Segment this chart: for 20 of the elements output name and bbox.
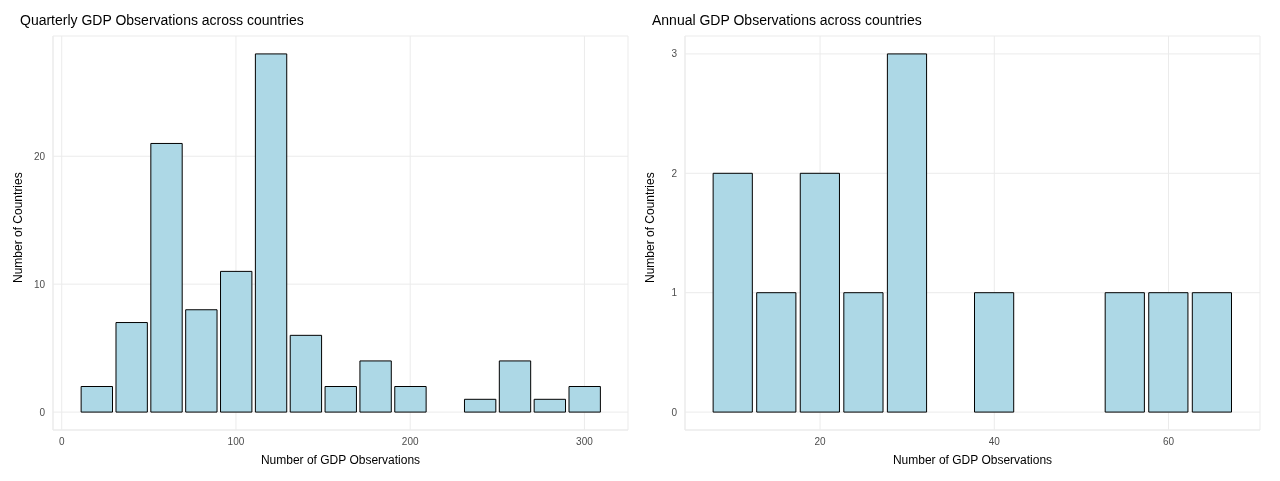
y-tick-label: 10: [33, 278, 46, 290]
x-tick-label: 300: [576, 436, 594, 448]
y-tick-label: 0: [671, 406, 678, 418]
x-tick-label: 0: [58, 436, 65, 448]
y-axis-title: Number of Countries: [11, 172, 26, 283]
x-tick-label: 100: [227, 436, 245, 448]
x-tick-label: 60: [1162, 436, 1175, 448]
x-tick-label: 200: [401, 436, 419, 448]
x-tick-label: 20: [814, 436, 827, 448]
y-tick-label: 2: [671, 167, 678, 179]
y-tick-label: 1: [671, 287, 678, 299]
y-tick-label: 20: [33, 150, 46, 162]
chart-title: Quarterly GDP Observations across countries: [19, 11, 305, 30]
x-axis-title: Number of GDP Observations: [260, 453, 421, 467]
y-tick-label: 0: [39, 406, 46, 418]
x-tick-label: 40: [988, 436, 1001, 448]
chart-title: Annual GDP Observations across countries: [651, 11, 923, 30]
y-tick-label: 3: [671, 48, 678, 60]
y-axis-title: Number of Countries: [643, 172, 658, 283]
x-axis-title: Number of GDP Observations: [892, 453, 1053, 467]
